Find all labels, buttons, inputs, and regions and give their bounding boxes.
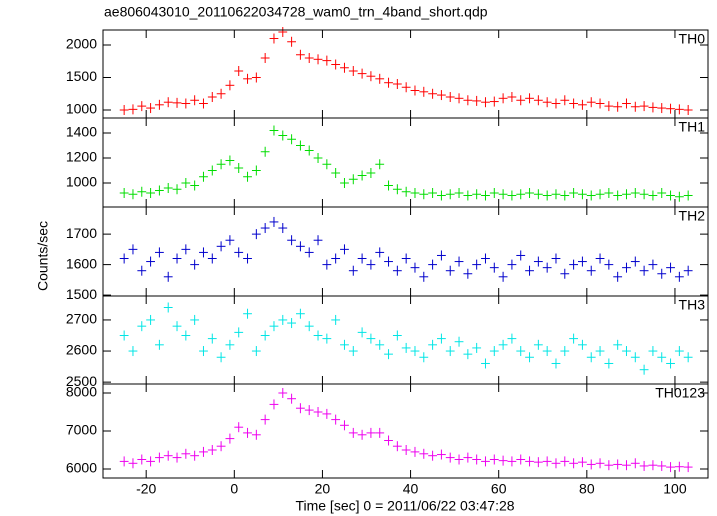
y-tick-label: 2000 [66, 36, 97, 52]
panel-label: TH3 [679, 297, 706, 313]
panel-frame [102, 206, 709, 297]
x-tick-label: 20 [315, 481, 331, 497]
x-tick-label: 80 [579, 481, 595, 497]
x-tick-label: 100 [663, 481, 687, 497]
y-tick-label: 2500 [66, 373, 97, 389]
y-tick-label: 1200 [66, 149, 97, 165]
y-tick-label: 1500 [66, 286, 97, 302]
y-tick-label: 1000 [66, 101, 97, 117]
x-tick-label: 0 [230, 481, 238, 497]
panel-label: TH1 [679, 119, 706, 135]
y-tick-label: 1500 [66, 68, 97, 84]
panel-label: TH0 [679, 31, 706, 47]
y-tick-label: 2600 [66, 342, 97, 358]
y-tick-label: 8000 [66, 384, 97, 400]
y-axis-label: Counts/sec [35, 221, 51, 291]
x-tick-label: -20 [136, 481, 156, 497]
x-tick-label: 40 [403, 481, 419, 497]
y-tick-label: 1700 [66, 225, 97, 241]
y-tick-label: 1000 [66, 174, 97, 190]
x-tick-label: 60 [491, 481, 507, 497]
panel-label: TH2 [679, 208, 706, 224]
x-axis-label: Time [sec] 0 = 2011/06/22 03:47:28 [295, 498, 514, 514]
chart-title: ae806043010_20110622034728_wam0_trn_4ban… [104, 4, 488, 20]
y-tick-label: 6000 [66, 460, 97, 476]
y-tick-label: 7000 [66, 422, 97, 438]
y-tick-label: 2700 [66, 311, 97, 327]
y-tick-label: 1400 [66, 124, 97, 140]
y-tick-label: 1600 [66, 255, 97, 271]
panel-label: TH0123 [655, 385, 705, 401]
